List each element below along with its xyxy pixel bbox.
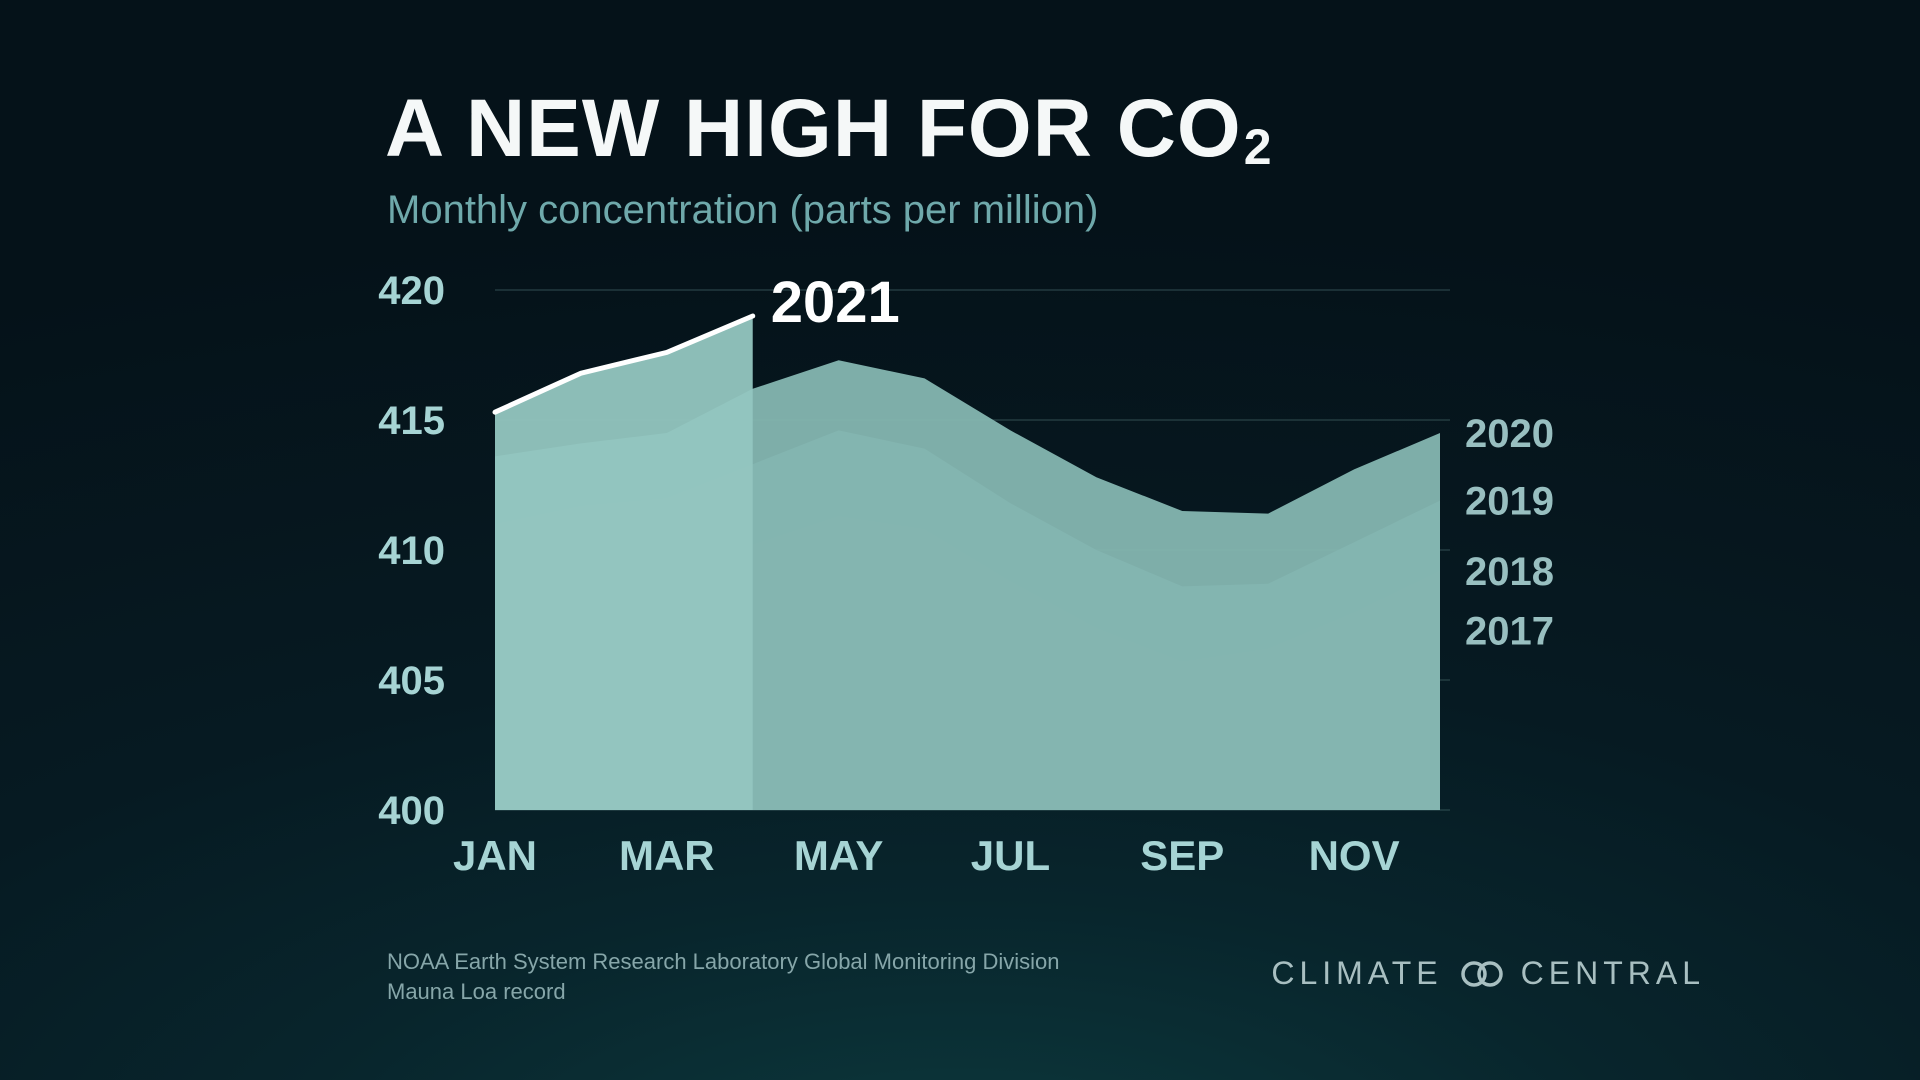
brand-rings-icon <box>1457 959 1507 989</box>
source-attribution: NOAA Earth System Research Laboratory Gl… <box>387 947 1060 1006</box>
svg-text:410: 410 <box>378 529 445 573</box>
svg-text:400: 400 <box>378 789 445 833</box>
svg-text:420: 420 <box>378 269 445 313</box>
series-area-2021 <box>495 316 753 810</box>
xtick-label: JAN <box>453 832 537 879</box>
title-subscript: 2 <box>1244 119 1273 175</box>
year-label-2019: 2019 <box>1465 480 1554 524</box>
title-text: A NEW HIGH FOR CO <box>385 83 1242 174</box>
source-line-2: Mauna Loa record <box>387 977 1060 1007</box>
page-subtitle: Monthly concentration (parts per million… <box>387 188 1098 233</box>
xtick-label: SEP <box>1140 832 1224 879</box>
svg-text:415: 415 <box>378 399 445 443</box>
source-line-1: NOAA Earth System Research Laboratory Gl… <box>387 947 1060 977</box>
year-label-2020: 2020 <box>1465 412 1554 456</box>
xtick-label: JUL <box>971 832 1050 879</box>
page-title: A NEW HIGH FOR CO2 <box>385 88 1271 170</box>
brand-word-right: CENTRAL <box>1521 955 1705 992</box>
svg-text:405: 405 <box>378 659 445 703</box>
xtick-label: MAR <box>619 832 715 879</box>
year-label-2017: 2017 <box>1465 610 1554 654</box>
xtick-label: NOV <box>1309 832 1400 879</box>
xtick-label: MAY <box>794 832 883 879</box>
brand-word-left: CLIMATE <box>1271 955 1442 992</box>
year-label-2018: 2018 <box>1465 550 1554 594</box>
infographic-root: A NEW HIGH FOR CO2 Monthly concentration… <box>0 0 1920 1080</box>
callout-label-2021: 2021 <box>771 270 900 335</box>
brand-logo: CLIMATE CENTRAL <box>1271 955 1705 992</box>
